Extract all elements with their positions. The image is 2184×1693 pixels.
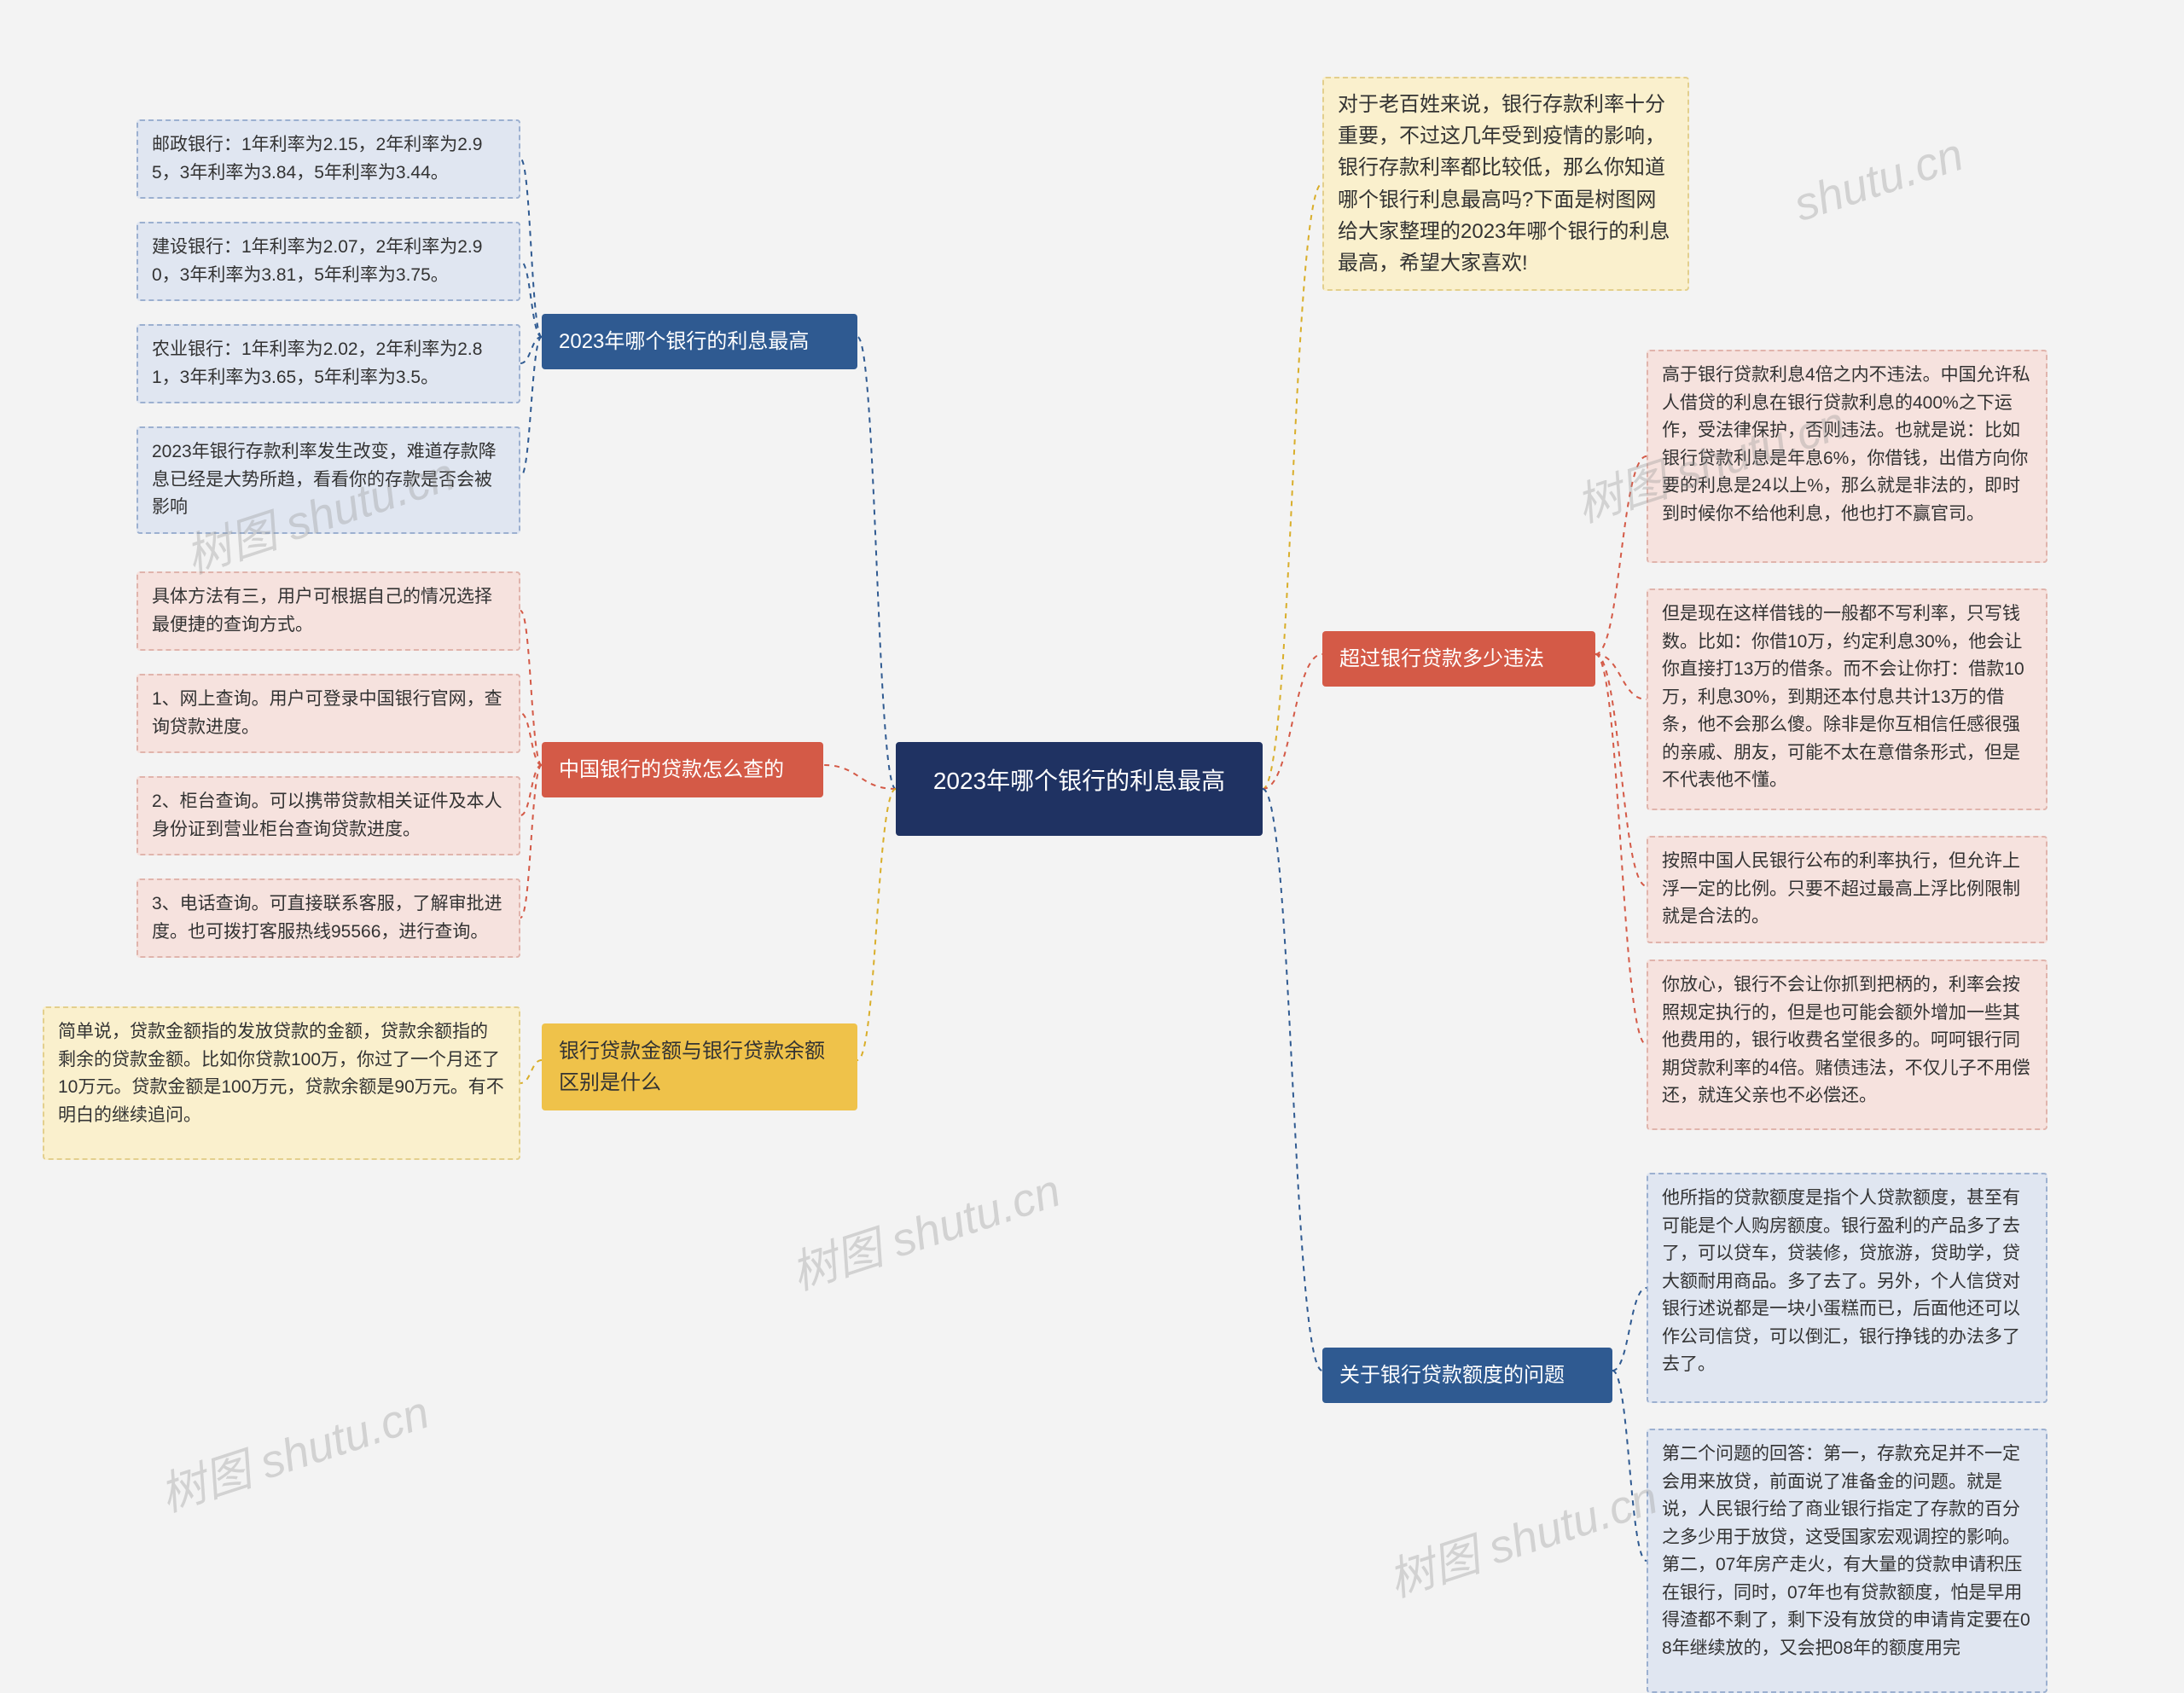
branch-node: 超过银行贷款多少违法 <box>1322 631 1595 687</box>
watermark-text: 树图 shutu.cn <box>150 1374 437 1524</box>
leaf-node: 高于银行贷款利息4倍之内不违法。中国允许私人借贷的利息在银行贷款利息的400%之… <box>1647 350 2048 563</box>
leaf-node: 农业银行：1年利率为2.02，2年利率为2.81，3年利率为3.65，5年利率为… <box>136 324 520 403</box>
leaf-node: 按照中国人民银行公布的利率执行，但允许上浮一定的比例。只要不超过最高上浮比例限制… <box>1647 836 2048 943</box>
leaf-node: 第二个问题的回答：第一，存款充足并不一定会用来放贷，前面说了准备金的问题。就是说… <box>1647 1429 2048 1693</box>
watermark-text: 树图 shutu.cn <box>1379 1459 1665 1609</box>
leaf-node: 他所指的贷款额度是指个人贷款额度，甚至有可能是个人购房额度。银行盈利的产品多了去… <box>1647 1173 2048 1403</box>
leaf-node: 你放心，银行不会让你抓到把柄的，利率会按照规定执行的，但是也可能会额外增加一些其… <box>1647 960 2048 1130</box>
leaf-node: 2、柜台查询。可以携带贷款相关证件及本人身份证到营业柜台查询贷款进度。 <box>136 776 520 855</box>
leaf-node: 邮政银行：1年利率为2.15，2年利率为2.95，3年利率为3.84，5年利率为… <box>136 119 520 199</box>
leaf-node: 1、网上查询。用户可登录中国银行官网，查询贷款进度。 <box>136 674 520 753</box>
leaf-node: 2023年银行存款利率发生改变，难道存款降息已经是大势所趋，看看你的存款是否会被… <box>136 426 520 534</box>
watermark-text: shutu.cn <box>1787 128 1969 232</box>
leaf-node: 对于老百姓来说，银行存款利率十分重要，不过这几年受到疫情的影响，银行存款利率都比… <box>1322 77 1689 291</box>
watermark-text: 树图 shutu.cn <box>781 1152 1068 1302</box>
leaf-node: 具体方法有三，用户可根据自己的情况选择最便捷的查询方式。 <box>136 571 520 651</box>
branch-node: 关于银行贷款额度的问题 <box>1322 1348 1612 1403</box>
branch-node: 中国银行的贷款怎么查的 <box>542 742 823 797</box>
leaf-node: 建设银行：1年利率为2.07，2年利率为2.90，3年利率为3.81，5年利率为… <box>136 222 520 301</box>
leaf-node: 3、电话查询。可直接联系客服，了解审批进度。也可拨打客服热线95566，进行查询… <box>136 878 520 958</box>
branch-node: 2023年哪个银行的利息最高 <box>542 314 857 369</box>
leaf-node: 但是现在这样借钱的一般都不写利率，只写钱数。比如：你借10万，约定利息30%，他… <box>1647 588 2048 810</box>
root-node: 2023年哪个银行的利息最高 <box>896 742 1263 836</box>
leaf-node: 简单说，贷款金额指的发放贷款的金额，贷款余额指的剩余的贷款金额。比如你贷款100… <box>43 1006 520 1160</box>
branch-node: 银行贷款金额与银行贷款余额区别是什么 <box>542 1023 857 1110</box>
